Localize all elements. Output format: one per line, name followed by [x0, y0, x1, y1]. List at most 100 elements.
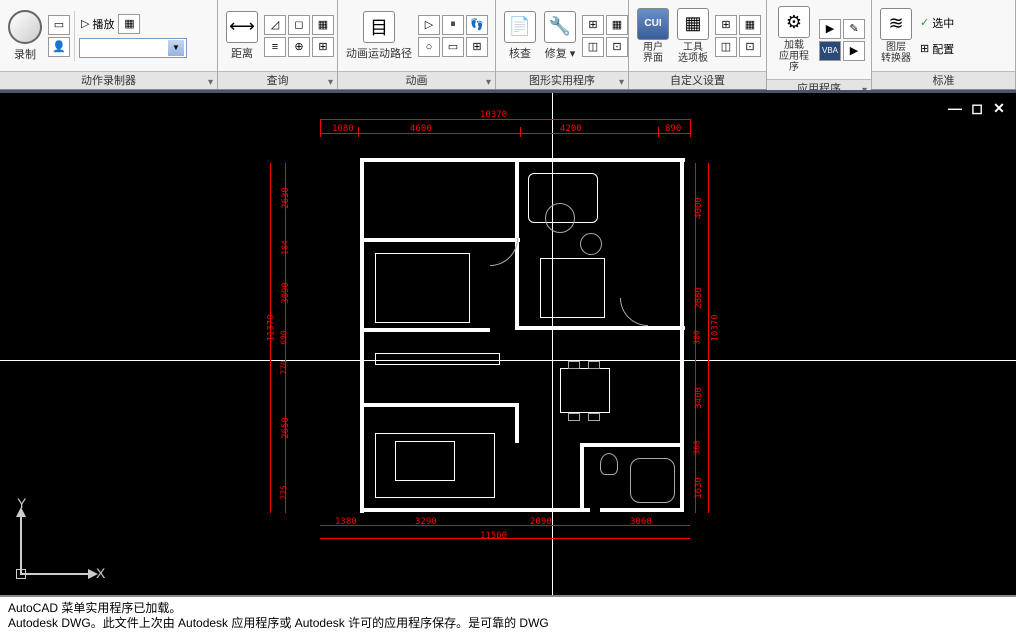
play-button[interactable]: ▷ 播放 [79, 14, 116, 34]
panel-label: 图形实用程序▾ [496, 71, 628, 89]
dim-text: 300 [693, 330, 702, 344]
app-btn-2[interactable]: ✎ [843, 19, 865, 39]
query-btn-3[interactable]: ▦ [312, 15, 334, 35]
toolpal-button[interactable]: ▦ 工具选项板 [675, 6, 711, 66]
dim-text: 690 [280, 330, 289, 344]
check-icon: 📄 [504, 11, 536, 43]
anim-walk-button[interactable]: 👣 [466, 15, 488, 35]
drawing-canvas[interactable]: — ◻ ✕ 10370 1080 4600 4200 890 11370 263… [0, 90, 1016, 595]
panel-label: 查询▾ [218, 71, 337, 89]
cui-icon: CUI [637, 8, 669, 40]
dim-text: 10370 [711, 314, 721, 341]
distance-icon: ⟷ [226, 11, 258, 43]
dim-text: 4600 [410, 124, 432, 134]
dim-tick [520, 127, 521, 137]
cmdline-line2: Autodesk DWG。此文件上次由 Autodesk 应用程序或 Autod… [8, 616, 1008, 631]
viewport: 10370 1080 4600 4200 890 11370 2630 104 … [0, 93, 1016, 595]
gear-icon: ⊞ [920, 42, 929, 55]
dim-text: 770 [280, 360, 289, 374]
layerconv-icon: ≋ [880, 8, 912, 40]
small-btn-1[interactable]: ▭ [48, 15, 70, 35]
check-label: 核查 [509, 45, 531, 61]
wall [360, 238, 364, 513]
query-btn-1[interactable]: ◿ [264, 15, 286, 35]
app-btn-1[interactable]: ▶ [819, 19, 841, 39]
dim-text: 3290 [415, 517, 437, 527]
loadapp-icon: ⚙ [778, 6, 810, 38]
dim-text: 2650 [281, 417, 291, 439]
query-btn-4[interactable]: ≡ [264, 37, 286, 57]
dim-text: 360 [693, 440, 702, 454]
furniture-chair [568, 413, 580, 421]
dim-text: 1380 [335, 517, 357, 527]
fix-button[interactable]: 🔧 修复 ▾ [542, 9, 578, 63]
config-button[interactable]: ⊞ 配置 [918, 39, 956, 59]
anim-rect-button[interactable]: ▭ [442, 37, 464, 57]
loadapp-button[interactable]: ⚙ 加载应用程序 [773, 4, 815, 75]
wall [360, 328, 490, 332]
dim-text: 890 [665, 124, 681, 134]
util-btn-1[interactable]: ⊞ [582, 15, 604, 35]
util-btn-2[interactable]: ▦ [606, 15, 628, 35]
panel-action-recorder: 录制 ▭ 👤 ▷ 播放 ▦ ▼ 动作录制器▾ [0, 0, 218, 89]
anim-circle-button[interactable]: ○ [418, 37, 440, 57]
furniture-kitchen [540, 258, 605, 318]
query-btn-5[interactable]: ⊕ [288, 37, 310, 57]
panel-drawing-utils: 📄 核查 🔧 修复 ▾ ⊞ ▦ ◫ ⊡ 图形实用程序▾ [496, 0, 629, 89]
panel-label: 动画▾ [338, 71, 495, 89]
furniture-chair [580, 233, 602, 255]
panel-label: 标准 [872, 71, 1015, 89]
cust-btn-3[interactable]: ◫ [715, 37, 737, 57]
cust-btn-4[interactable]: ⊡ [739, 37, 761, 57]
ui-button[interactable]: CUI 用户界面 [635, 6, 671, 66]
anim-grid-button[interactable]: ⊞ [466, 37, 488, 57]
app-btn-4[interactable]: ▶ [843, 41, 865, 61]
select-label: 选中 [932, 15, 954, 31]
command-line[interactable]: AutoCAD 菜单实用程序已加载。 Autodesk DWG。此文件上次由 A… [0, 595, 1016, 635]
config-label: 配置 [932, 41, 954, 57]
animpath-button[interactable]: ⽬ 动画运动路径 [344, 9, 414, 63]
record-button[interactable]: 录制 [6, 8, 44, 64]
anim-pause-button[interactable]: ⏸ [442, 15, 464, 35]
dim-text: 10370 [480, 110, 507, 120]
query-btn-2[interactable]: ◻ [288, 15, 310, 35]
dim-text: 1630 [694, 477, 704, 499]
anim-play-button[interactable]: ▷ [418, 15, 440, 35]
layerconv-button[interactable]: ≋ 图层转换器 [878, 6, 914, 66]
door-arc [490, 238, 518, 266]
furniture-chair [588, 413, 600, 421]
query-btn-6[interactable]: ⊞ [312, 37, 334, 57]
util-btn-3[interactable]: ◫ [582, 37, 604, 57]
panel-standards: ≋ 图层转换器 ✓ 选中 ⊞ 配置 标准 [872, 0, 1016, 89]
furniture-table [545, 203, 575, 233]
small-btn-2[interactable]: 👤 [48, 37, 70, 57]
furniture-bed [375, 253, 470, 323]
dim-tick [690, 119, 691, 137]
check-button[interactable]: 📄 核查 [502, 9, 538, 63]
furniture-dining-table [560, 368, 610, 413]
action-dropdown[interactable]: ▼ [79, 38, 187, 58]
furniture-chair [588, 361, 600, 369]
cust-btn-1[interactable]: ⊞ [715, 15, 737, 35]
ribbon-toolbar: 录制 ▭ 👤 ▷ 播放 ▦ ▼ 动作录制器▾ [0, 0, 1016, 90]
util-btn-4[interactable]: ⊡ [606, 37, 628, 57]
cust-btn-2[interactable]: ▦ [739, 15, 761, 35]
furniture-tv [395, 441, 455, 481]
distance-button[interactable]: ⟷ 距离 [224, 9, 260, 63]
floorplan-drawing: 10370 1080 4600 4200 890 11370 2630 104 … [280, 113, 700, 533]
animpath-icon: ⽬ [363, 11, 395, 43]
ucs-x-axis [20, 573, 90, 575]
panel-label: 自定义设置 [629, 71, 766, 89]
play-opts-button[interactable]: ▦ [118, 14, 140, 34]
chevron-down-icon: ▼ [168, 40, 184, 56]
dim-text: 775 [280, 485, 289, 499]
dim-text: 3090 [281, 282, 291, 304]
vba-button[interactable]: VBA [819, 41, 841, 61]
animpath-label: 动画运动路径 [346, 45, 412, 61]
select-button[interactable]: ✓ 选中 [918, 13, 956, 33]
record-label: 录制 [14, 46, 36, 62]
dim-tick [358, 127, 359, 137]
furniture-toilet [600, 453, 618, 475]
dim-line [320, 133, 690, 134]
furniture-bathtub [630, 458, 675, 503]
